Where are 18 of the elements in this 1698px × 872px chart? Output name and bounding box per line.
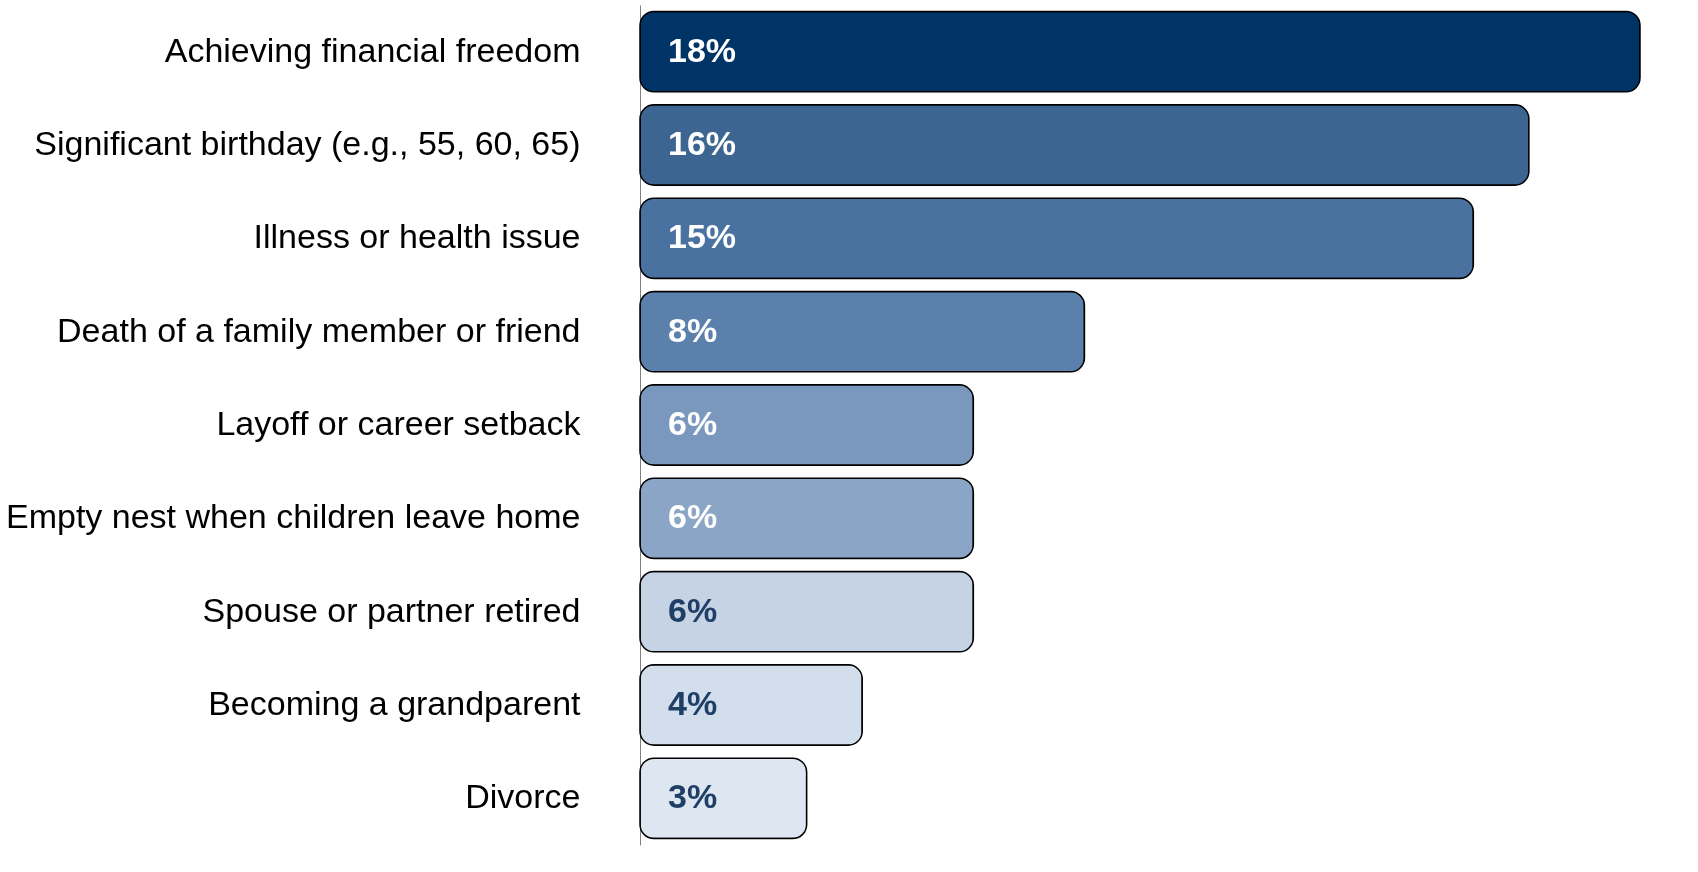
y-tick-label: Layoff or career setback [216,404,582,442]
data-label: 16% [668,124,737,162]
y-tick-label: Empty nest when children leave home [5,497,581,536]
y-tick-label: Death of a family member or friend [57,310,581,349]
data-label: 6% [668,497,718,536]
y-tick-label: Significant birthday (e.g., 55, 60, 65) [34,124,581,162]
y-tick-label: Spouse or partner retired [202,590,581,629]
data-label: 8% [668,310,718,349]
data-label: 6% [668,590,718,629]
y-tick-label: Achieving financial freedom [164,30,581,69]
data-label: 4% [668,684,718,722]
data-label: 18% [668,30,737,69]
y-tick-label: Divorce [465,777,581,816]
y-tick-label: Becoming a grandparent [208,684,582,722]
y-tick-label: Illness or health issue [253,217,581,256]
data-label: 15% [668,217,737,256]
data-label: 3% [668,777,718,816]
data-label: 6% [668,404,718,442]
